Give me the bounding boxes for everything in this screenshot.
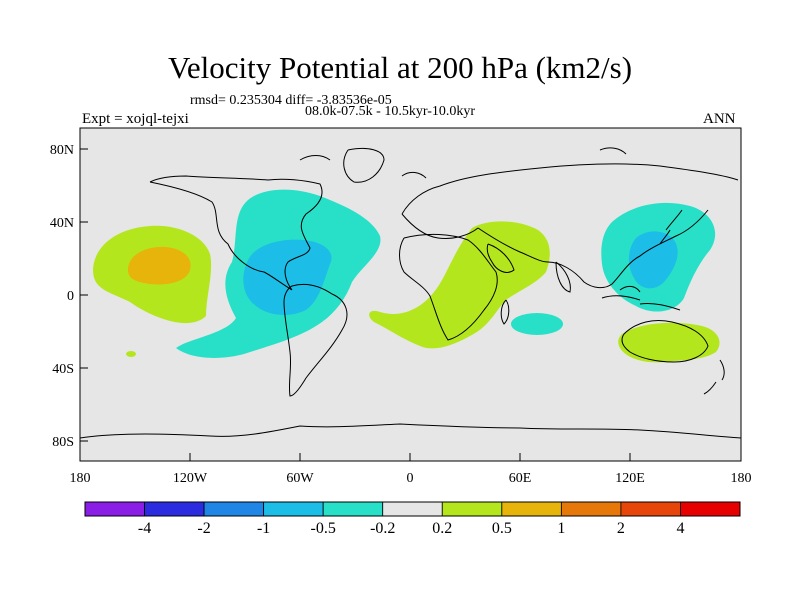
- coast-indonesia: [601, 285, 681, 311]
- colorbar-swatch: [560, 501, 622, 517]
- coast-arctic-islands: [299, 147, 627, 179]
- colorbar-swatch: [501, 501, 562, 517]
- coast-greenland: [343, 147, 385, 183]
- pacific-positive-core: [127, 246, 191, 285]
- coastlines: [80, 147, 741, 439]
- indian-ocean-negative: [511, 313, 563, 335]
- lon-tick-label: 120W: [173, 471, 208, 486]
- experiment-label: Expt = xojql-tejxi: [82, 111, 189, 127]
- pacific-small-positive: [126, 351, 136, 357]
- coast-africa: [399, 233, 498, 341]
- coast-japan: [659, 209, 683, 245]
- colorbar-label: 4: [676, 520, 684, 537]
- colorbar-swatch: [84, 501, 145, 517]
- africa-positive-region: [369, 221, 550, 349]
- colorbar-swatch: [144, 501, 205, 517]
- colorbar-swatch: [680, 501, 741, 517]
- colorbar-label: -0.5: [311, 520, 336, 537]
- lon-tick-label: 60W: [286, 471, 314, 486]
- colorbar-label: 0.5: [492, 520, 512, 537]
- colorbar-frame: [84, 501, 741, 517]
- lon-tick-label: 180: [731, 471, 752, 486]
- colorbar-swatch: [322, 501, 384, 517]
- lat-tick-label: 80S: [52, 435, 74, 450]
- colorbar-label: -2: [197, 520, 210, 537]
- lat-tick-label: 40S: [52, 362, 74, 377]
- colorbar-swatch: [203, 501, 265, 517]
- coast-australia: [621, 320, 709, 363]
- colorbar-label: 2: [617, 520, 625, 537]
- coast-eurasia: [401, 163, 739, 289]
- lon-tick-label: 180: [70, 471, 91, 486]
- colorbar-label: -1: [257, 520, 270, 537]
- lon-tick-label: 120E: [615, 471, 645, 486]
- period-label: 08.0k-07.5k - 10.5kyr-10.0kyr: [305, 104, 476, 119]
- colorbar-swatch: [263, 501, 324, 517]
- coast-arabia: [486, 243, 515, 273]
- contour-fields: [80, 147, 741, 439]
- australia-positive-region: [618, 322, 720, 363]
- lat-tick-label: 0: [67, 289, 74, 304]
- lon-tick-label: 0: [407, 471, 414, 486]
- coast-new-zealand: [703, 359, 725, 395]
- lat-axis: 80N 40N 0 40S 80S: [50, 143, 88, 450]
- figure-title: Velocity Potential at 200 hPa (km2/s): [167, 50, 633, 85]
- colorbar-swatch: [620, 501, 681, 517]
- season-label: ANN: [703, 111, 736, 127]
- colorbar-label: 0.2: [432, 520, 452, 537]
- americas-negative-core: [243, 239, 332, 315]
- colorbar-swatch: [441, 501, 503, 517]
- colorbar-label: -0.2: [370, 520, 395, 537]
- coast-antarctica: [80, 423, 741, 439]
- lat-tick-label: 40N: [50, 216, 74, 231]
- west-pacific-negative-core: [628, 231, 678, 289]
- coast-india: [555, 261, 571, 293]
- lon-axis: 180 120W 60W 0 60E 120E 180: [70, 453, 752, 486]
- coast-north-america: [149, 175, 323, 291]
- lon-tick-label: 60E: [509, 471, 532, 486]
- coast-south-america: [283, 283, 348, 397]
- colorbar: -4 -2 -1 -0.5 -0.2 0.2 0.5 1 2 4: [84, 501, 741, 537]
- coast-madagascar: [500, 299, 510, 325]
- colorbar-label: 1: [557, 520, 565, 537]
- lat-tick-label: 80N: [50, 143, 74, 158]
- colorbar-swatch: [382, 501, 443, 517]
- colorbar-label: -4: [138, 520, 151, 537]
- stats-line: rmsd= 0.235304 diff= -3.83536e-05: [190, 93, 392, 108]
